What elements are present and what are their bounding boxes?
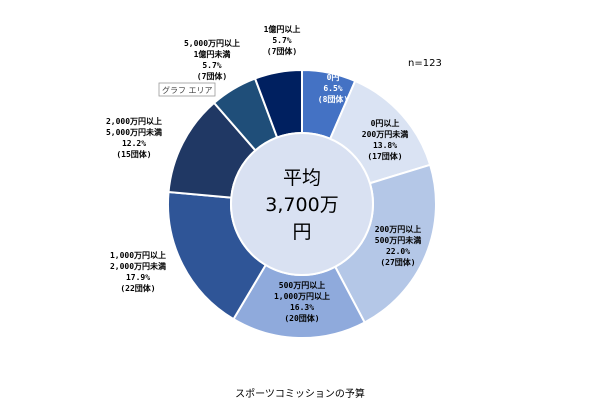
donut-slices (167, 68, 437, 339)
slice-label-3-line-1: 200万円以上 (375, 224, 421, 234)
slice-label-2-line-4: (17団体) (367, 151, 402, 161)
slice-label-6-line-1: 2,000万円以上 (106, 116, 162, 126)
slice-label-6-line-4: (15団体) (116, 149, 151, 159)
slice-label-1-line-1: 0円 (327, 73, 340, 82)
center-label-line-3: 円 (292, 221, 311, 243)
slice-label-7-line-3: 5.7% (202, 61, 221, 70)
slice-label-8-line-1: 1億円以上 (264, 24, 301, 34)
center-label-line-2: 3,700万 (265, 194, 338, 216)
slice-label-5-line-2: 2,000万円未満 (110, 261, 166, 271)
slice-label-4-line-2: 1,000万円以上 (274, 291, 330, 301)
slice-label-4-line-1: 500万円以上 (279, 280, 325, 290)
tooltip-text: グラフ エリア (162, 85, 213, 95)
slice-label-7-line-1: 5,000万円以上 (184, 38, 240, 48)
slice-label-5-line-4: (22団体) (120, 283, 155, 293)
slice-label-7-line-2: 1億円未満 (194, 49, 231, 59)
slice-label-2-line-3: 13.8% (373, 141, 397, 150)
chart-area-tooltip: グラフ エリア (158, 82, 216, 97)
slice-label-5-line-3: 17.9% (126, 273, 150, 282)
slice-label-3-line-3: 22.0% (386, 247, 410, 256)
slice-label-1-line-2: 6.5% (323, 84, 342, 93)
slice-label-8-line-3: (7団体) (267, 46, 297, 56)
slice-label-4-line-4: (20団体) (284, 313, 319, 323)
slice-label-2-line-1: 0円以上 (371, 118, 400, 128)
slice-label-6-line-2: 5,000万円未満 (106, 127, 162, 137)
slice-label-7-line-4: (7団体) (197, 71, 227, 81)
slice-label-3-line-4: (27団体) (380, 257, 415, 267)
center-circle (230, 132, 374, 276)
slice-label-6-line-3: 12.2% (122, 139, 146, 148)
n-label: n=123 (408, 58, 442, 69)
slice-label-8-line-2: 5.7% (272, 36, 291, 45)
slice-label-8: 1億円以上 5.7%(7団体) (264, 24, 301, 56)
slice-label-3-line-2: 500万円未満 (375, 235, 421, 245)
slice-label-1-line-3: (8団体) (318, 94, 348, 104)
center-label-line-1: 平均 (283, 167, 321, 189)
slice-label-4-line-3: 16.3% (290, 303, 314, 312)
slice-label-5-line-1: 1,000万円以上 (110, 250, 166, 260)
chart-caption: スポーツコミッションの予算 (235, 387, 365, 400)
slice-label-1: 0円 6.5%(8団体) (318, 73, 348, 104)
slice-label-2-line-2: 200万円未満 (362, 129, 408, 139)
tooltip-box (158, 82, 216, 97)
